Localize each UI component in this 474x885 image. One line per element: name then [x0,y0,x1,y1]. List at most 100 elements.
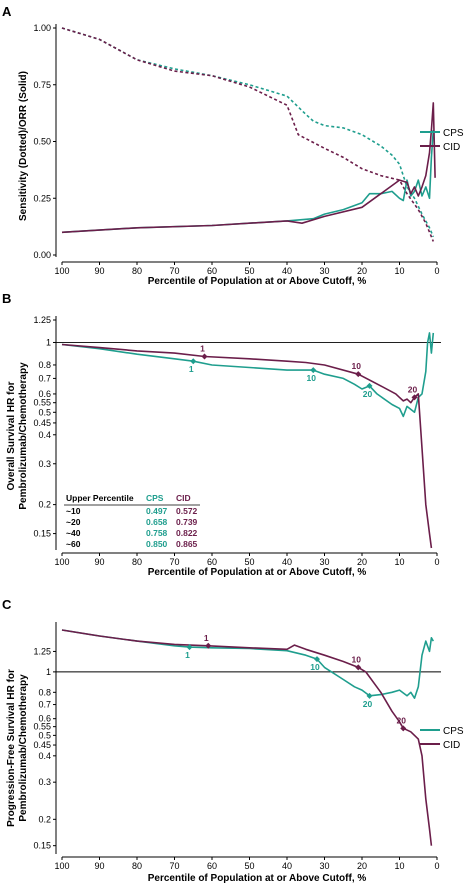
panel-a-axes: 100 90 80 70 60 50 40 30 20 10 00.000.250.500.751.… [33,23,439,276]
panel-a-y-tick-label: 0.00 [33,250,51,260]
panel-a-series [61,27,436,242]
panel-a-legend-cid: CID [443,142,460,153]
panel-a-x-tick-label: 10 [394,266,404,276]
panel-b-x-tick-label: 80 [132,557,142,567]
panel-c-marker-label-cps: 1 [185,650,190,660]
panel-c-y-tick-label: 0.3 [38,777,51,787]
panel-b-x-tick-label: 90 [94,557,104,567]
panel-c-marker-label-cid: 10 [352,654,362,664]
panel-c-marker-cid [205,642,212,649]
panel-a-x-tick-label: 20 [357,266,367,276]
panel-a-x-tick-label: 90 [94,266,104,276]
panel-b-y-tick-label: 0.55 [33,398,51,408]
panel-a-x-tick-label: 60 [207,266,217,276]
panel-b-marker-label-cid: 10 [352,361,362,371]
panel-b-marker-cps [366,382,373,389]
panel-c-marker-cid [400,725,407,732]
panel-c-letter: C [2,597,12,612]
hr-table-cell-cps: 0.658 [146,517,168,527]
panel-a-x-tick-label: 40 [282,266,292,276]
panel-c-series-cps [61,629,434,699]
panel-c-y-tick-label: 0.2 [38,814,51,824]
hr-table-cell-cid: 0.572 [176,506,198,516]
panel-a-x-tick-label: 0 [434,266,439,276]
hr-table-cell-cps: 0.497 [146,506,168,516]
panel-c-x-tick-label: 50 [244,861,254,871]
panel-b-series-cid [61,343,433,549]
panel-b-marker-cps [190,358,197,365]
panel-a-legend-cps: CPS [443,128,464,139]
panel-c-marker-label-cps: 10 [310,662,320,672]
panel-b-y-tick-label: 1.25 [33,315,51,325]
panel-c-y-tick-label: 0.15 [33,841,51,851]
hr-table-cell-percentile: ~10 [66,506,81,516]
panel-b-series-cps [61,332,435,418]
panel-b-marker-label-cps: 1 [189,364,194,374]
panel-b-marker-label-cps: 20 [363,389,373,399]
panel-c-x-tick-label: 80 [132,861,142,871]
hr-table: Upper Percentile CPS CID ~10 0.497 0.572 ~2… [64,493,200,549]
panel-c-x-tick-label: 0 [434,861,439,871]
panel-b-annotations: 1 10 20 1 10 20 [189,344,418,401]
panel-a-ylabel: Sensitivity (Dotted)/ORR (Solid) [18,71,29,221]
panel-c-legend-cid: CID [443,740,460,751]
panel-b-marker-cid [201,353,208,360]
panel-a-x-tick-label: 80 [132,266,142,276]
panel-c-marker-label-cid: 20 [397,715,407,725]
panel-c-marker-label-cid: 1 [204,633,209,643]
panel-b-letter: B [2,291,11,306]
panel-b-x-tick-label: 20 [357,557,367,567]
panel-b-marker-label-cid: 1 [200,344,205,354]
panel-c-y-tick-label: 0.6 [38,714,51,724]
panel-b-y-tick-label: 0.5 [38,407,51,417]
hr-table-cell-cid: 0.822 [176,528,198,538]
panel-c-marker-cid [355,664,362,671]
panel-c-ylabel-line2: Pembrolizumab/Chemotherapy [18,674,29,822]
panel-a-legend: CPS CID [420,128,464,153]
panel-a-xlabel: Percentile of Population at or Above Cut… [148,276,367,287]
panel-b-marker-cid [411,394,418,401]
panel-c-x-tick-label: 30 [319,861,329,871]
panel-c-x-tick-label: 20 [357,861,367,871]
panel-b-y-tick-label: 0.15 [33,529,51,539]
panel-b-marker-label-cid: 20 [408,384,418,394]
panel-b-ylabel-line2: Pembrolizumab/Chemotherapy [18,362,29,510]
panel-a-y-tick-label: 0.25 [33,193,51,203]
panel-c-x-tick-label: 40 [282,861,292,871]
panel-b-axes: 100 90 80 70 60 50 40 30 20 10 00.150.20.30.40.450… [33,315,441,567]
hr-table-cell-percentile: ~20 [66,517,81,527]
panel-c-y-tick-label: 0.55 [33,722,51,732]
panel-a-series-cid-dotted [61,27,435,242]
panel-c-x-tick-label: 70 [169,861,179,871]
panel-c-marker-label-cps: 20 [363,699,373,709]
panel-b-x-tick-label: 60 [207,557,217,567]
hr-table-rows: ~10 0.497 0.572 ~20 0.658 0.739 ~40 0.758 0.822 ~… [66,506,198,549]
hr-table-header-cid: CID [176,493,191,503]
panel-c-series-cid [61,629,433,846]
panel-a: A 100 90 80 70 60 50 40 30 20 10 00.000.250.500.75… [2,4,464,287]
panel-a-y-tick-label: 0.50 [33,137,51,147]
panel-c-x-tick-label: 10 [394,861,404,871]
panel-b-x-tick-label: 0 [434,557,439,567]
panel-a-y-tick-label: 0.75 [33,80,51,90]
panel-b-y-tick-label: 0.6 [38,389,51,399]
panel-b-x-tick-label: 30 [319,557,329,567]
panel-c-marker-cps [314,656,320,663]
panel-c-xlabel: Percentile of Population at or Above Cut… [148,873,367,884]
panel-c-series [61,629,434,846]
panel-b: B 100 90 80 70 60 50 40 30 20 10 00.150.20.30.40.4… [2,291,441,578]
hr-table-cell-cps: 0.850 [146,539,168,549]
hr-table-cell-percentile: ~40 [66,528,81,538]
hr-table-cell-cid: 0.865 [176,539,198,549]
panel-b-series [61,332,435,549]
panel-a-series-cid-solid [61,102,436,234]
hr-table-header-cps: CPS [146,493,164,503]
panel-a-y-tick-label: 1.00 [33,23,51,33]
panel-b-ylabel-line1: Overall Survival HR for [6,381,17,490]
hr-table-cell-percentile: ~60 [66,539,81,549]
panel-c-annotations: 1 10 20 1 10 20 [185,633,407,732]
panel-c-ylabel-line1: Progression-Free Survival HR for [6,669,17,827]
panel-b-y-tick-label: 0.7 [38,373,51,383]
panel-c-x-tick-label: 90 [94,861,104,871]
